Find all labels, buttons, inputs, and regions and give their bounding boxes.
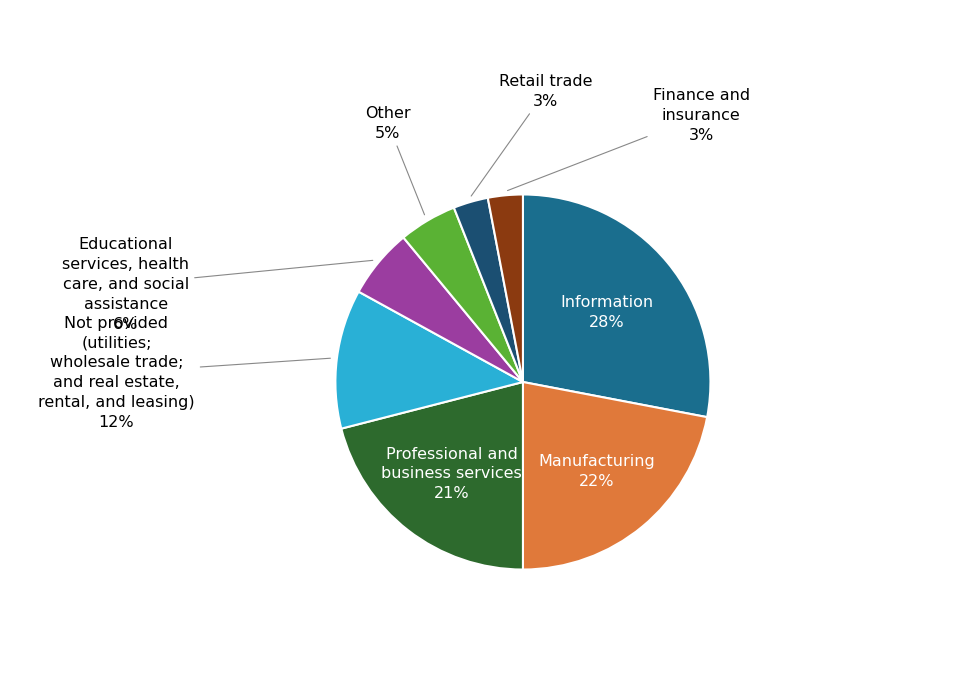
Text: Not provided
(utilities;
wholesale trade;
and real estate,
rental, and leasing)
: Not provided (utilities; wholesale trade… [38, 316, 331, 430]
Text: Retail trade
3%: Retail trade 3% [471, 74, 592, 196]
Text: Educational
services, health
care, and social
assistance
6%: Educational services, health care, and s… [62, 238, 372, 331]
Text: Manufacturing
22%: Manufacturing 22% [538, 454, 655, 489]
Text: Professional and
business services
21%: Professional and business services 21% [381, 446, 522, 501]
Text: Information
28%: Information 28% [561, 296, 653, 330]
Wedge shape [335, 291, 523, 429]
Wedge shape [341, 382, 523, 570]
Wedge shape [359, 238, 523, 382]
Text: Finance and
insurance
3%: Finance and insurance 3% [508, 88, 750, 191]
Wedge shape [523, 382, 707, 570]
Wedge shape [404, 207, 523, 382]
Wedge shape [523, 194, 711, 417]
Wedge shape [454, 198, 523, 382]
Wedge shape [488, 194, 523, 382]
Text: Other
5%: Other 5% [365, 106, 424, 215]
